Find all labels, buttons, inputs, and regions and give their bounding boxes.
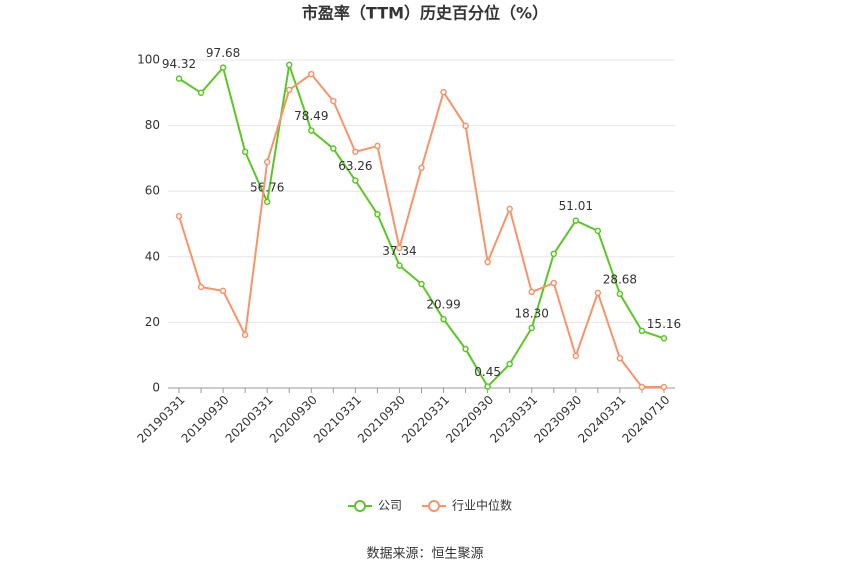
point xyxy=(308,127,315,134)
point xyxy=(308,70,315,78)
point xyxy=(638,327,646,335)
point xyxy=(418,164,425,172)
point xyxy=(440,315,447,323)
y-tick-label: 0 xyxy=(152,381,160,395)
point xyxy=(263,198,271,206)
point xyxy=(550,250,558,258)
series-line xyxy=(178,64,665,389)
point xyxy=(197,283,205,291)
point xyxy=(528,324,535,332)
point xyxy=(219,64,227,71)
point xyxy=(616,354,624,362)
legend-label: 公司 xyxy=(378,499,402,513)
data-label: 97.68 xyxy=(206,46,240,60)
x-tick-label: 20240710 xyxy=(619,393,672,446)
point xyxy=(330,145,337,152)
point xyxy=(572,352,580,360)
point xyxy=(374,210,381,218)
point xyxy=(241,148,249,156)
point xyxy=(374,142,381,150)
data-label: 15.16 xyxy=(647,317,681,331)
y-tick-label: 20 xyxy=(145,315,160,329)
point xyxy=(506,205,513,213)
point xyxy=(285,86,293,94)
point xyxy=(175,212,183,220)
point xyxy=(241,331,249,339)
point xyxy=(352,177,359,184)
data-label: 28.68 xyxy=(603,272,637,286)
data-label: 94.32 xyxy=(162,57,196,71)
point xyxy=(528,288,535,296)
data-label: 78.49 xyxy=(294,109,328,123)
data-label: 51.01 xyxy=(559,199,593,213)
data-label: 0.45 xyxy=(474,365,501,379)
data-label: 63.26 xyxy=(338,159,372,173)
point xyxy=(506,360,513,368)
point xyxy=(263,158,271,166)
point xyxy=(572,217,580,224)
series-line xyxy=(178,72,664,389)
point xyxy=(352,148,359,156)
point xyxy=(330,97,337,105)
point xyxy=(660,335,668,342)
data-label: 20.99 xyxy=(426,298,460,312)
point xyxy=(462,122,469,130)
point xyxy=(462,345,469,353)
point xyxy=(418,280,425,288)
legend-marker xyxy=(428,500,440,512)
point xyxy=(285,61,293,69)
data-label: 56.76 xyxy=(250,180,284,194)
point xyxy=(396,262,403,269)
point xyxy=(550,279,558,287)
point xyxy=(396,244,403,252)
legend-marker xyxy=(354,500,366,512)
point xyxy=(219,287,227,295)
point xyxy=(197,89,205,97)
y-tick-label: 60 xyxy=(145,184,160,198)
chart-title: 市盈率（TTM）历史百分位（%） xyxy=(302,4,548,23)
point xyxy=(616,290,624,298)
point xyxy=(484,383,491,390)
point xyxy=(660,383,668,391)
point xyxy=(594,227,602,235)
y-tick-label: 40 xyxy=(145,249,160,263)
point xyxy=(638,383,646,391)
point xyxy=(484,258,491,266)
y-tick-label: 100 xyxy=(137,53,160,67)
point xyxy=(594,289,602,297)
y-tick-label: 80 xyxy=(145,118,160,132)
data-label: 18.30 xyxy=(515,306,549,320)
point xyxy=(440,88,447,96)
legend-label: 行业中位数 xyxy=(452,498,512,513)
point xyxy=(175,75,183,82)
source-note: 数据来源：恒生聚源 xyxy=(366,547,483,562)
